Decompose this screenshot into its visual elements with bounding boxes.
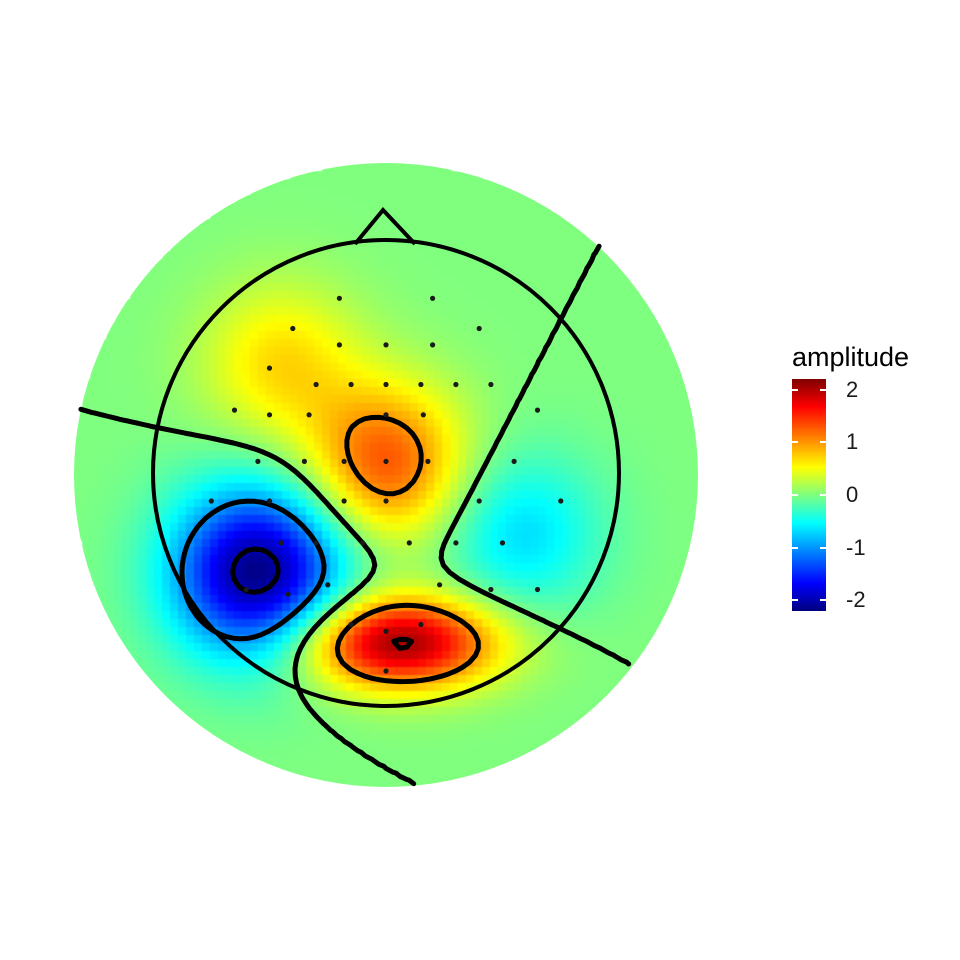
electrode-point bbox=[430, 295, 436, 301]
legend-tick-mark bbox=[792, 441, 798, 444]
electrode-point bbox=[336, 295, 342, 301]
electrode-point bbox=[476, 325, 482, 332]
electrode-point bbox=[418, 381, 424, 388]
electrode-point bbox=[383, 412, 389, 418]
electrode-point bbox=[558, 498, 564, 504]
electrode-point bbox=[383, 381, 389, 388]
electrode-point bbox=[383, 342, 389, 348]
contour-line bbox=[230, 546, 281, 595]
electrode-point bbox=[285, 591, 291, 597]
electrode-point bbox=[231, 407, 238, 413]
electrode-point bbox=[430, 342, 436, 348]
electrode-point bbox=[325, 582, 331, 588]
legend-tick-mark bbox=[792, 599, 798, 602]
electrode-point bbox=[425, 458, 431, 464]
electrode-point bbox=[499, 540, 506, 546]
electrode-point bbox=[313, 540, 319, 546]
electrode-point bbox=[383, 628, 389, 635]
electrode-point bbox=[418, 621, 424, 628]
legend-tick-label: -1 bbox=[846, 534, 866, 560]
electrode-point bbox=[420, 412, 426, 418]
electrode-point bbox=[406, 540, 412, 546]
electrode-point bbox=[341, 498, 347, 504]
legend-tick-mark bbox=[820, 441, 826, 444]
electrode-point bbox=[534, 407, 541, 413]
legend-tick-label: 1 bbox=[846, 429, 859, 455]
electrode-point bbox=[301, 458, 307, 464]
electrode-point bbox=[360, 540, 366, 546]
electrode-point bbox=[278, 540, 284, 546]
electrode-point bbox=[255, 458, 261, 464]
legend-tick-mark bbox=[792, 494, 798, 496]
electrode-point bbox=[511, 458, 517, 464]
electrode-point bbox=[266, 365, 273, 371]
electrode-point bbox=[336, 342, 342, 348]
nose-outline bbox=[353, 206, 417, 246]
electrode-point bbox=[341, 458, 347, 464]
electrode-point bbox=[488, 381, 494, 388]
legend-tick-label: -2 bbox=[846, 587, 866, 613]
legend-tick-mark bbox=[792, 388, 798, 391]
legend-tick-mark bbox=[820, 599, 826, 602]
electrode-point bbox=[383, 668, 389, 674]
contour-line bbox=[334, 414, 481, 685]
electrode-point bbox=[453, 540, 459, 546]
electrode-point bbox=[208, 498, 214, 504]
legend-tick-label: 0 bbox=[846, 482, 859, 507]
electrode-point bbox=[534, 586, 541, 593]
legend-tick-label: 2 bbox=[846, 376, 859, 402]
electrode-point bbox=[266, 498, 273, 504]
electrode-point bbox=[348, 381, 354, 388]
electrode-point bbox=[383, 498, 389, 504]
electrode-point bbox=[313, 381, 319, 388]
legend: amplitude 2 1 0 -1 -2 bbox=[792, 342, 942, 632]
electrode-point bbox=[437, 582, 443, 588]
electrode-point bbox=[266, 412, 273, 418]
electrode-point bbox=[348, 621, 354, 628]
legend-title: amplitude bbox=[792, 342, 910, 372]
legend-tick-mark bbox=[792, 546, 798, 549]
legend-tick-mark bbox=[820, 546, 826, 549]
electrode-point bbox=[290, 325, 296, 332]
electrode-point bbox=[383, 458, 389, 464]
electrode-point bbox=[453, 381, 459, 388]
electrode-point bbox=[488, 586, 494, 593]
contour-line bbox=[78, 243, 632, 787]
contour-line bbox=[391, 636, 415, 651]
electrode-point bbox=[243, 586, 249, 593]
legend-tick-mark bbox=[820, 494, 826, 496]
electrode-point bbox=[306, 412, 312, 418]
legend-tick-mark bbox=[820, 388, 826, 391]
electrode-point bbox=[476, 498, 482, 504]
head-outline bbox=[151, 238, 621, 708]
